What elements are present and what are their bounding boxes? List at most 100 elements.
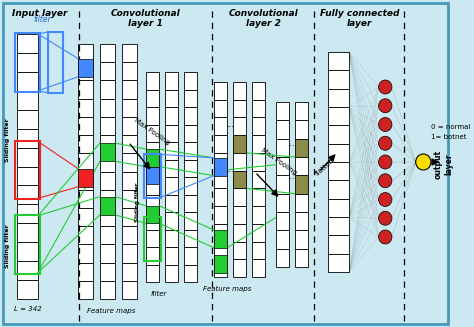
Bar xyxy=(17,204,38,223)
Text: Max Pooling: Max Pooling xyxy=(133,117,171,146)
Text: filter: filter xyxy=(34,15,52,25)
Text: Sliding filter: Sliding filter xyxy=(136,182,140,222)
Bar xyxy=(17,242,38,261)
Bar xyxy=(183,195,197,212)
Bar xyxy=(164,142,178,160)
Bar xyxy=(295,175,308,194)
Bar xyxy=(100,263,115,281)
Bar xyxy=(214,188,228,206)
Bar xyxy=(100,208,115,226)
Text: ...: ... xyxy=(226,120,234,129)
Bar xyxy=(17,261,38,280)
Bar xyxy=(122,99,137,117)
Bar xyxy=(295,230,308,249)
Bar xyxy=(295,175,308,194)
Bar xyxy=(183,212,197,230)
Text: filter: filter xyxy=(151,291,167,297)
Bar xyxy=(214,259,228,277)
Bar xyxy=(164,230,178,247)
Circle shape xyxy=(379,117,392,131)
Bar xyxy=(146,107,159,125)
Bar xyxy=(78,169,93,187)
Circle shape xyxy=(379,230,392,244)
Bar xyxy=(214,224,228,242)
Text: Convolutional
layer 2: Convolutional layer 2 xyxy=(228,9,298,28)
Bar xyxy=(100,135,115,153)
Bar xyxy=(100,281,115,299)
Bar xyxy=(122,226,137,244)
Bar xyxy=(122,281,137,299)
Bar xyxy=(100,44,115,62)
Bar xyxy=(17,110,38,129)
Text: flatten: flatten xyxy=(315,157,336,177)
Circle shape xyxy=(379,193,392,206)
Text: 1= botnet: 1= botnet xyxy=(431,134,466,140)
Bar xyxy=(100,244,115,263)
Bar xyxy=(276,212,289,230)
Circle shape xyxy=(379,136,392,150)
Bar xyxy=(146,72,159,90)
Bar xyxy=(17,53,38,72)
Bar xyxy=(214,230,228,248)
Bar xyxy=(183,230,197,247)
Bar xyxy=(233,135,246,153)
Bar xyxy=(295,139,308,157)
Bar xyxy=(183,125,197,142)
Bar xyxy=(214,158,228,176)
Bar xyxy=(100,190,115,208)
Bar xyxy=(252,100,265,117)
Text: Feature maps: Feature maps xyxy=(203,286,252,292)
Bar xyxy=(252,135,265,153)
Text: ...: ... xyxy=(288,139,295,148)
Text: Sliding filter: Sliding filter xyxy=(5,118,10,162)
Bar xyxy=(78,153,93,171)
Bar xyxy=(78,263,93,281)
Text: Max Pooling: Max Pooling xyxy=(260,147,298,177)
Bar xyxy=(183,160,197,177)
Bar xyxy=(17,91,38,110)
Bar xyxy=(78,99,93,117)
Bar xyxy=(233,206,246,224)
Bar xyxy=(144,154,161,198)
Bar xyxy=(214,117,228,135)
Bar xyxy=(276,194,289,212)
Bar xyxy=(276,157,289,175)
Bar xyxy=(100,143,115,161)
Bar xyxy=(183,107,197,125)
Bar xyxy=(164,195,178,212)
Text: Sliding filter: Sliding filter xyxy=(5,224,10,268)
Bar xyxy=(295,120,308,139)
Bar xyxy=(100,80,115,99)
Bar xyxy=(17,280,38,299)
Bar xyxy=(15,215,40,273)
Bar xyxy=(146,90,159,107)
Bar xyxy=(146,230,159,247)
Bar xyxy=(295,102,308,120)
Bar xyxy=(122,263,137,281)
Bar xyxy=(233,171,246,188)
Bar xyxy=(78,226,93,244)
Bar xyxy=(328,199,349,217)
Text: L = 342: L = 342 xyxy=(14,306,41,312)
Bar xyxy=(164,72,178,90)
Bar xyxy=(276,139,289,157)
Bar xyxy=(146,195,159,212)
Bar xyxy=(295,212,308,230)
Bar xyxy=(295,157,308,175)
Text: Feature maps: Feature maps xyxy=(87,308,135,314)
Bar xyxy=(78,171,93,190)
Bar xyxy=(233,153,246,171)
Bar xyxy=(100,226,115,244)
Bar xyxy=(15,33,40,92)
Bar xyxy=(183,142,197,160)
Bar xyxy=(78,208,93,226)
Bar xyxy=(252,171,265,188)
Bar xyxy=(164,160,178,177)
Bar xyxy=(78,117,93,135)
Bar xyxy=(164,107,178,125)
Bar xyxy=(214,153,228,171)
Text: Fully connected
layer: Fully connected layer xyxy=(320,9,399,28)
Bar xyxy=(214,82,228,100)
Text: ...: ... xyxy=(288,172,295,181)
Bar xyxy=(78,62,93,80)
